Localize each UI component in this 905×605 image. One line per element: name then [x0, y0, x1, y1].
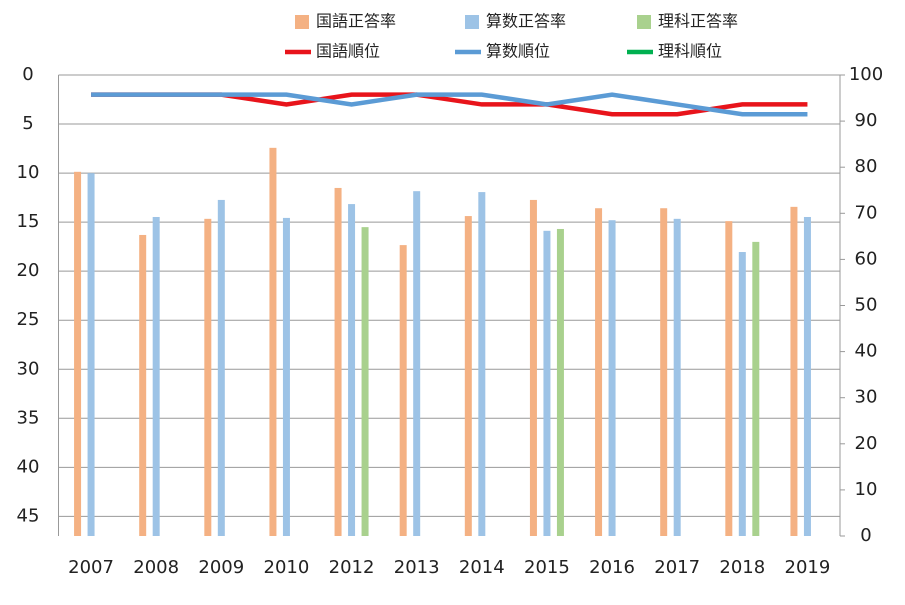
bar [595, 208, 603, 536]
x-tick-label: 2013 [394, 557, 440, 578]
legend-label: 理科正答率 [658, 12, 738, 31]
bar [556, 228, 564, 536]
bar [673, 218, 681, 536]
legend-label: 算数順位 [486, 42, 550, 61]
legend-label: 国語順位 [316, 42, 380, 61]
bar [543, 230, 551, 536]
bar [334, 187, 342, 536]
bar [204, 218, 212, 536]
bar [529, 199, 537, 536]
legend-label: 算数正答率 [486, 12, 566, 31]
y-tick-label: 25 [17, 309, 40, 330]
y-tick-label: 15 [17, 211, 40, 232]
x-tick-label: 2015 [524, 557, 570, 578]
bar [478, 192, 486, 536]
y2-tick-label: 10 [855, 479, 878, 500]
bar [790, 206, 798, 536]
bar [269, 147, 277, 536]
bar [361, 227, 369, 536]
legend-label: 理科順位 [658, 42, 722, 61]
x-tick-label: 2010 [264, 557, 310, 578]
bar [87, 173, 95, 536]
bar [464, 216, 472, 537]
bar [660, 208, 668, 536]
y2-tick-label: 70 [855, 202, 878, 223]
y-tick-label: 35 [17, 407, 40, 428]
y-tick-label: 5 [22, 113, 33, 134]
bar [608, 220, 616, 536]
y-tick-label: 20 [17, 260, 40, 281]
bar [413, 191, 421, 536]
legend-swatch [465, 15, 479, 29]
bar [348, 204, 356, 536]
legend-swatch [295, 15, 309, 29]
y-tick-label: 10 [17, 162, 40, 183]
y2-tick-label: 90 [855, 110, 878, 131]
bar [399, 245, 407, 536]
y2-tick-label: 0 [860, 525, 871, 546]
x-tick-label: 2012 [329, 557, 375, 578]
y2-tick-label: 100 [849, 64, 883, 85]
x-tick-label: 2017 [654, 557, 700, 578]
y2-tick-label: 50 [855, 295, 878, 316]
x-tick-label: 2019 [785, 557, 831, 578]
bar [217, 199, 225, 536]
x-tick-label: 2016 [589, 557, 635, 578]
bar [752, 241, 760, 536]
y2-tick-label: 80 [855, 156, 878, 177]
legend-swatch [637, 15, 651, 29]
x-tick-label: 2009 [198, 557, 244, 578]
y-tick-label: 30 [17, 358, 40, 379]
bar [152, 216, 160, 536]
x-tick-label: 2007 [68, 557, 114, 578]
x-tick-label: 2014 [459, 557, 505, 578]
line [91, 92, 808, 117]
x-tick-label: 2008 [133, 557, 179, 578]
x-tick-label: 2018 [719, 557, 765, 578]
line [91, 92, 808, 117]
y2-tick-label: 40 [855, 341, 878, 362]
y-tick-label: 0 [22, 64, 33, 85]
y-tick-label: 45 [17, 505, 40, 526]
bar [74, 171, 82, 536]
legend-label: 国語正答率 [316, 12, 396, 31]
bar [803, 216, 811, 536]
bar [139, 234, 147, 537]
y2-tick-label: 60 [855, 248, 878, 269]
y2-tick-label: 20 [855, 433, 878, 454]
bar [738, 252, 746, 537]
bar [282, 217, 290, 536]
bar [725, 221, 733, 536]
y-tick-label: 40 [17, 456, 40, 477]
y2-tick-label: 30 [855, 387, 878, 408]
